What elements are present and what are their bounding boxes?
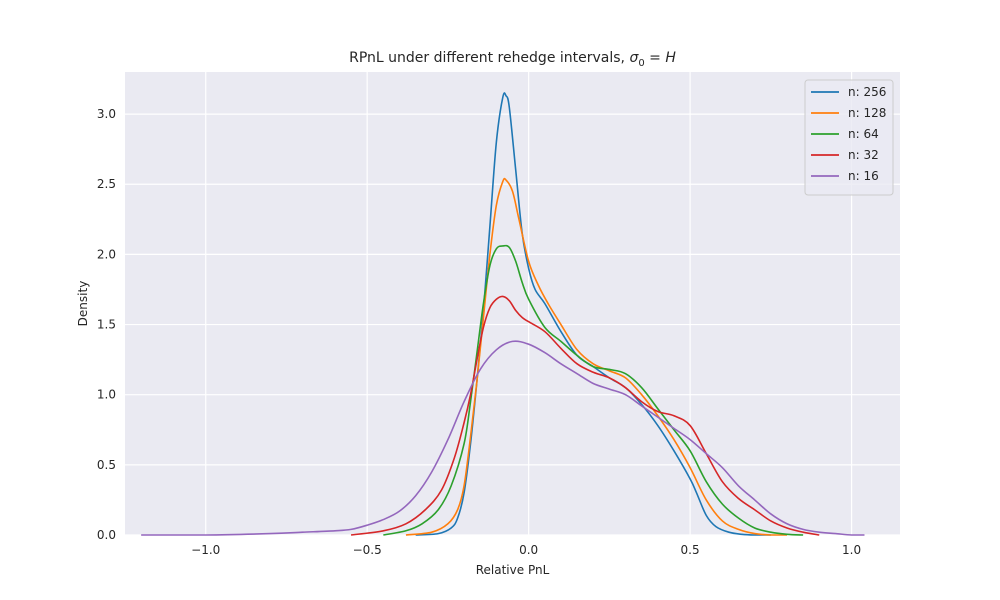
- chart-title-sigma: σ: [629, 50, 639, 66]
- series-line-3: [383, 244, 804, 536]
- chart-title: RPnL under different rehedge intervals, …: [349, 50, 676, 69]
- y-axis-ticks: 0.0 0.5 1.0 1.5 2.0 2.5 3.0: [97, 107, 116, 542]
- y-tick-label: 1.5: [97, 318, 116, 332]
- legend-label: n: 32: [848, 148, 879, 162]
- y-tick-label: 0.5: [97, 458, 116, 472]
- x-tick-label: 0.5: [681, 543, 700, 557]
- legend-label: n: 16: [848, 169, 879, 183]
- x-tick-label: 1.0: [842, 543, 861, 557]
- legend-label: n: 128: [848, 106, 886, 120]
- legend: n: 256 n: 128 n: 64 n: 32 n: 16: [804, 79, 894, 196]
- plot-area: [125, 72, 900, 535]
- chart-title-equation: = H: [645, 50, 677, 66]
- y-tick-label: 1.0: [97, 388, 116, 402]
- legend-label: n: 64: [848, 127, 879, 141]
- y-tick-label: 2.0: [97, 247, 116, 261]
- y-tick-label: 2.5: [97, 177, 116, 191]
- series-line-4: [350, 295, 820, 536]
- series-line-2: [405, 177, 787, 536]
- y-tick-label: 0.0: [97, 528, 116, 542]
- chart-title-text: RPnL under different rehedge intervals,: [349, 50, 629, 66]
- x-tick-label: −1.0: [191, 543, 220, 557]
- legend-box: [804, 79, 894, 196]
- series-layer: [141, 92, 865, 536]
- chart-title-subscript: 0: [638, 58, 644, 69]
- x-axis-label: Relative PnL: [476, 563, 550, 577]
- x-tick-label: −0.5: [353, 543, 382, 557]
- x-axis-ticks: −1.0 −0.5 0.0 0.5 1.0: [191, 543, 861, 557]
- series-line-5: [141, 340, 865, 536]
- y-tick-label: 3.0: [97, 107, 116, 121]
- legend-label: n: 256: [848, 85, 886, 99]
- x-tick-label: 0.0: [519, 543, 538, 557]
- y-axis-label: Density: [76, 281, 90, 327]
